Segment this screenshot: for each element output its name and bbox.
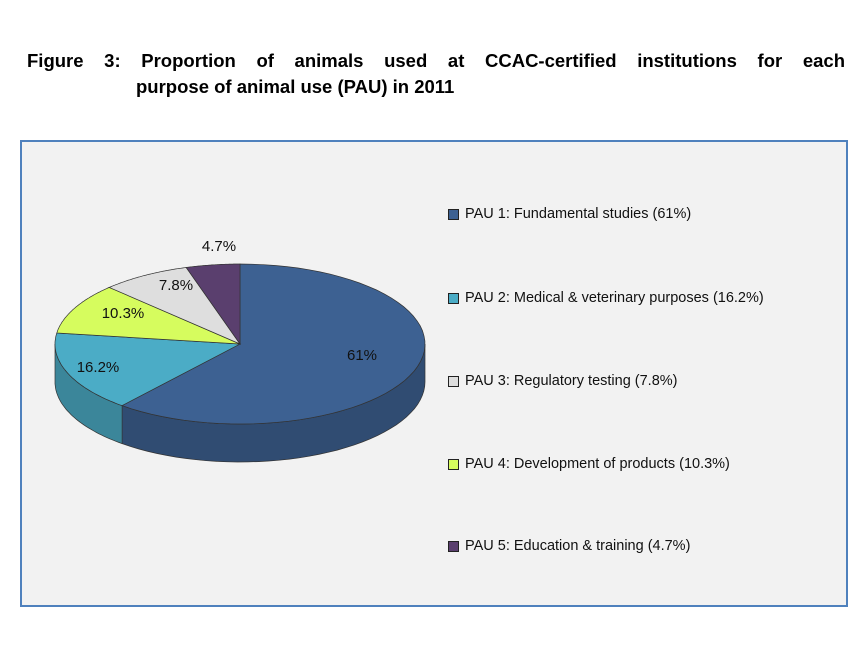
- pie-slice-2: [54, 332, 242, 406]
- data-label: 4.7%: [202, 238, 236, 255]
- data-label: 61%: [347, 347, 377, 364]
- legend-label: PAU 5: Education & training (4.7%): [465, 538, 691, 554]
- title-line-2: purpose of animal use (PAU) in 2011: [136, 76, 455, 97]
- legend-item-pau5: PAU 5: Education & training (4.7%): [448, 538, 690, 554]
- pie-slice-3: [108, 267, 242, 345]
- data-label: 7.8%: [159, 277, 193, 294]
- data-label: 10.3%: [102, 305, 145, 322]
- pie-slice-5: [185, 263, 241, 346]
- legend-swatch: [448, 458, 459, 470]
- legend-item-pau3: PAU 3: Regulatory testing (7.8%): [448, 373, 678, 389]
- pie-slice-4: [56, 287, 241, 345]
- legend-label: PAU 2: Medical & veterinary purposes (16…: [465, 290, 764, 306]
- title-line-1: Figure 3: Proportion of animals used at …: [27, 50, 845, 71]
- legend-label: PAU 1: Fundamental studies (61%): [465, 206, 692, 222]
- legend-item-pau4: PAU 4: Development of products (10.3%): [448, 456, 730, 472]
- figure-title: Figure 3: Proportion of animals used at …: [27, 48, 845, 100]
- legend-swatch: [448, 540, 459, 552]
- legend-swatch: [448, 208, 459, 220]
- legend-item-pau2: PAU 2: Medical & veterinary purposes (16…: [448, 290, 764, 306]
- legend-item-pau1: PAU 1: Fundamental studies (61%): [448, 206, 691, 222]
- legend-swatch: [448, 375, 459, 387]
- legend-swatch: [448, 292, 459, 304]
- pie-slice-1: [121, 263, 426, 425]
- legend-label: PAU 4: Development of products (10.3%): [465, 456, 730, 472]
- legend-label: PAU 3: Regulatory testing (7.8%): [465, 373, 678, 389]
- data-label: 16.2%: [77, 359, 120, 376]
